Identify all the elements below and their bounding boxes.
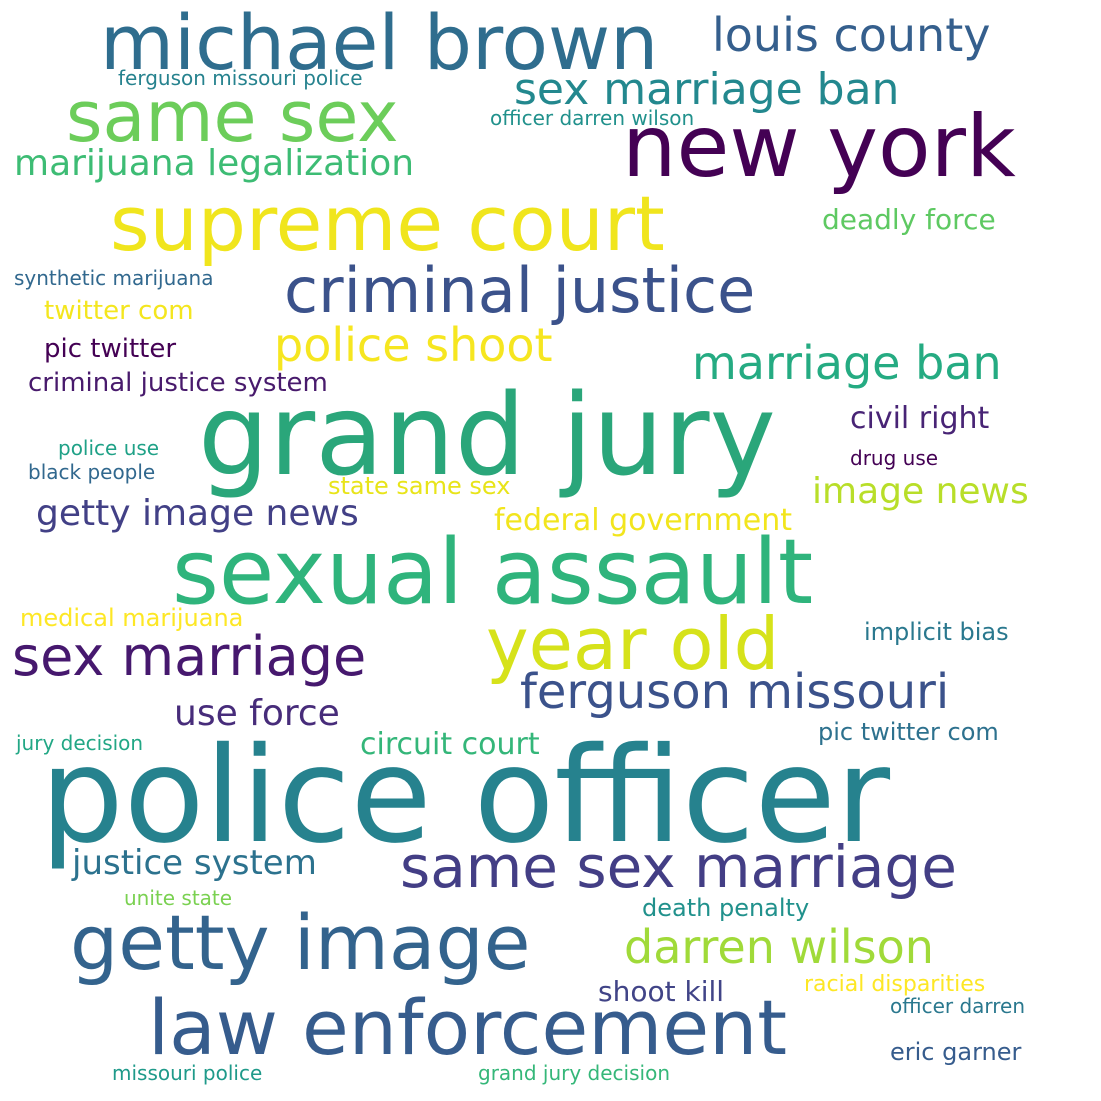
word-officer-darren-wilson: officer darren wilson bbox=[490, 106, 695, 130]
word-pic-twitter-com: pic twitter com bbox=[818, 718, 999, 746]
word-new-york: new york bbox=[622, 97, 1016, 197]
word-michael-brown: michael brown bbox=[100, 0, 659, 87]
word-justice-system: justice system bbox=[72, 843, 317, 883]
word-implicit-bias: implicit bias bbox=[864, 618, 1009, 646]
word-medical-marijuana: medical marijuana bbox=[20, 604, 244, 632]
word-same-sex: same sex bbox=[66, 76, 399, 158]
word-sexual-assault: sexual assault bbox=[172, 520, 814, 625]
word-eric-garner: eric garner bbox=[890, 1038, 1022, 1066]
word-criminal-justice-system: criminal justice system bbox=[28, 368, 328, 398]
word-criminal-justice: criminal justice bbox=[284, 254, 756, 327]
word-darren-wilson: darren wilson bbox=[624, 920, 934, 974]
word-getty-image-news: getty image news bbox=[36, 493, 359, 534]
word-louis-county: louis county bbox=[712, 8, 991, 62]
word-black-people: black people bbox=[28, 460, 156, 484]
word-law-enforcement: law enforcement bbox=[148, 983, 788, 1072]
word-same-sex-marriage: same sex marriage bbox=[400, 833, 957, 901]
word-police-use: police use bbox=[58, 436, 160, 460]
word-grand-jury: grand jury bbox=[198, 371, 776, 501]
word-twitter-com: twitter com bbox=[44, 296, 194, 326]
word-jury-decision: jury decision bbox=[16, 731, 144, 755]
word-officer-darren: officer darren bbox=[890, 994, 1026, 1018]
word-death-penalty: death penalty bbox=[642, 894, 810, 922]
word-synthetic-marijuana: synthetic marijuana bbox=[14, 266, 214, 290]
word-grand-jury-decision: grand jury decision bbox=[478, 1061, 670, 1085]
word-getty-image: getty image bbox=[70, 898, 531, 987]
word-missouri-police: missouri police bbox=[112, 1061, 263, 1085]
word-use-force: use force bbox=[174, 693, 340, 734]
word-supreme-court: supreme court bbox=[110, 179, 665, 268]
word-deadly-force: deadly force bbox=[822, 203, 996, 236]
word-pic-twitter: pic twitter bbox=[44, 334, 177, 364]
word-marijuana-legalization: marijuana legalization bbox=[14, 143, 415, 184]
word-sex-marriage-ban: sex marriage ban bbox=[514, 64, 900, 115]
word-unite-state: unite state bbox=[124, 886, 233, 910]
word-ferguson-missouri-police: ferguson missouri police bbox=[118, 66, 363, 90]
word-shoot-kill: shoot kill bbox=[598, 975, 725, 1008]
word-sex-marriage: sex marriage bbox=[12, 625, 367, 688]
word-year-old: year old bbox=[486, 602, 780, 686]
word-police-officer: police officer bbox=[40, 719, 891, 873]
word-state-same-sex: state same sex bbox=[328, 472, 511, 500]
word-racial-disparities: racial disparities bbox=[804, 972, 986, 997]
word-ferguson-missouri: ferguson missouri bbox=[520, 664, 950, 720]
word-drug-use: drug use bbox=[850, 446, 939, 470]
word-marriage-ban: marriage ban bbox=[692, 336, 1002, 390]
word-image-news: image news bbox=[812, 471, 1029, 512]
word-police-shoot: police shoot bbox=[274, 318, 553, 372]
word-circuit-court: circuit court bbox=[360, 727, 540, 762]
word-federal-government: federal government bbox=[494, 503, 792, 538]
word-civil-right: civil right bbox=[850, 401, 990, 436]
